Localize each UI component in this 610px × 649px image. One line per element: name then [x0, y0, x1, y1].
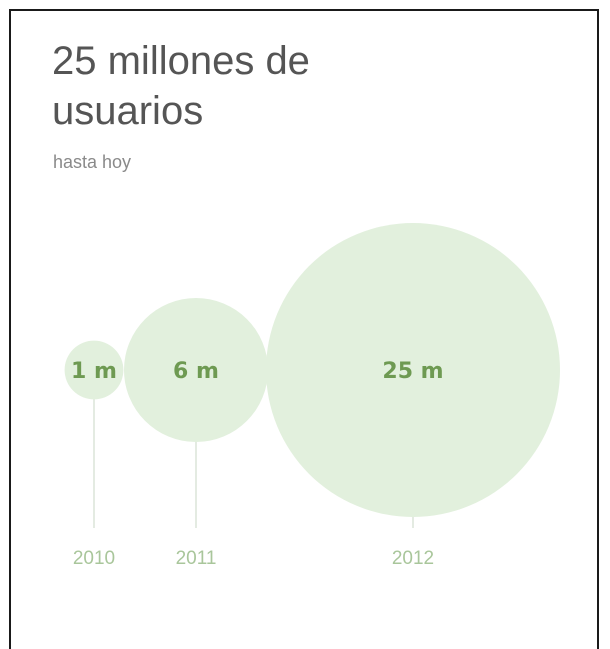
- bubble-2010: [64, 340, 124, 400]
- value-label-2012: 25 m: [382, 359, 443, 384]
- bubble-2011: [123, 297, 269, 443]
- chart-title: 25 millones de usuarios: [52, 39, 310, 133]
- year-label-2012: 2012: [392, 548, 434, 569]
- chart-subtitle: hasta hoy: [53, 152, 132, 172]
- value-label-2011: 6 m: [173, 359, 219, 384]
- year-label-2010: 2010: [73, 548, 115, 569]
- bubble-2012: [266, 223, 560, 517]
- bubble-chart: 2010 1 m 2011 6 m 2012 25 m: [64, 223, 560, 569]
- year-label-2011: 2011: [176, 548, 217, 569]
- value-label-2010: 1 m: [71, 359, 117, 384]
